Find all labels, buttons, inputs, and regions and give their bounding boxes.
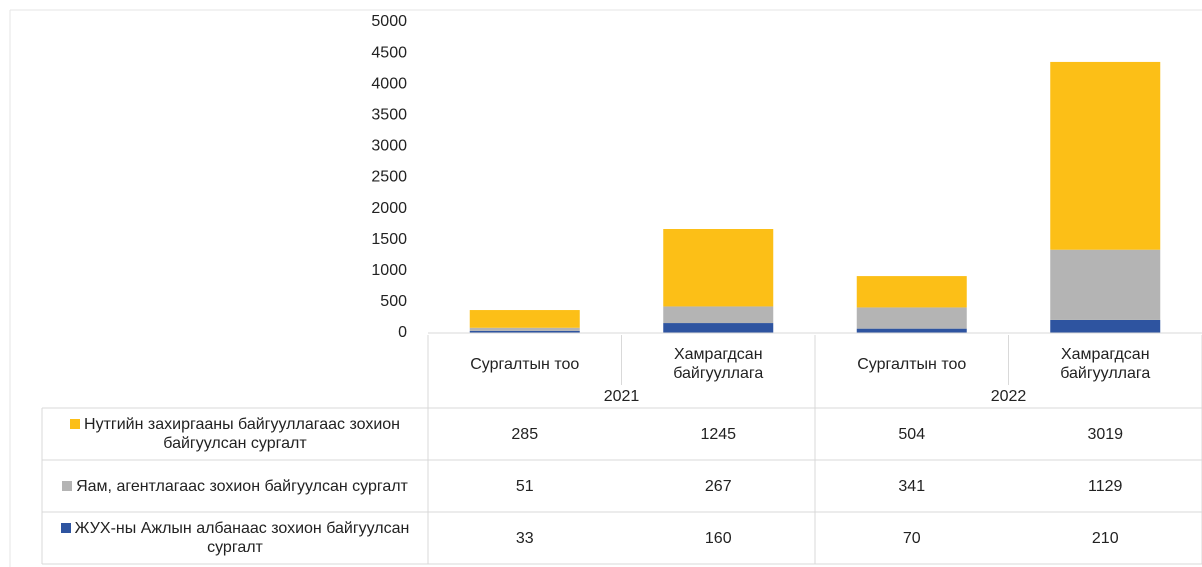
- bar-segment: [469, 310, 580, 328]
- data-table-value: 160: [704, 529, 732, 547]
- y-tick-label: 3500: [371, 107, 407, 124]
- legend-item: Яам, агентлагаас зохион байгуулсан сурга…: [62, 477, 408, 496]
- data-table-value: 341: [898, 477, 926, 495]
- y-tick-label: 2500: [371, 169, 407, 186]
- data-table-value: 504: [898, 425, 926, 443]
- bar-segment: [663, 323, 774, 333]
- x-tick-label: Хамрагдсан байгууллага: [1060, 346, 1151, 382]
- data-table-value: 210: [1091, 529, 1119, 547]
- bar-segment: [469, 330, 580, 333]
- legend-entry: Нутгийн захиргааны байгууллагаас зохион …: [42, 408, 428, 460]
- x-tick-label: Сургалтын тоо: [857, 355, 967, 373]
- data-table-value: 33: [515, 529, 534, 547]
- data-table-value: 285: [511, 425, 539, 443]
- data-table-value: 1129: [1088, 477, 1123, 495]
- legend-item: Нутгийн захиргааны байгууллагаас зохион …: [48, 415, 422, 453]
- data-table-value: 1245: [700, 425, 737, 443]
- bar-segment: [856, 328, 967, 333]
- bar-segment: [469, 327, 580, 331]
- group-label: 2021: [603, 388, 640, 405]
- legend-entry: Яам, агентлагаас зохион байгуулсан сурга…: [42, 460, 428, 512]
- legend-label: Яам, агентлагаас зохион байгуулсан сурга…: [76, 477, 408, 495]
- y-tick-label: 1000: [371, 262, 407, 279]
- y-tick-label: 5000: [371, 13, 407, 30]
- y-tick-label: 0: [398, 324, 407, 341]
- group-label: 2022: [990, 388, 1027, 405]
- legend-label: Нутгийн захиргааны байгууллагаас зохион …: [84, 416, 400, 452]
- legend-label: ЖУХ-ны Ажлын албанаас зохион байгуулсан …: [74, 520, 410, 556]
- data-table-value: 70: [902, 529, 921, 547]
- x-tick-label: Сургалтын тоо: [470, 355, 580, 373]
- data-table-value: 51: [515, 477, 534, 495]
- bar-segment: [1050, 249, 1161, 320]
- y-tick-label: 500: [380, 293, 407, 310]
- bar-segment: [663, 306, 774, 324]
- bar-segment: [663, 229, 774, 307]
- legend-entry: ЖУХ-ны Ажлын албанаас зохион байгуулсан …: [42, 512, 428, 564]
- bar-segment: [856, 276, 967, 308]
- data-table-value: 267: [704, 477, 732, 495]
- y-tick-label: 1500: [371, 231, 407, 248]
- legend-item: ЖУХ-ны Ажлын албанаас зохион байгуулсан …: [48, 519, 422, 557]
- bar-segment: [1050, 319, 1161, 333]
- y-tick-label: 4000: [371, 75, 407, 92]
- y-tick-label: 3000: [371, 138, 407, 155]
- legend-swatch: [62, 480, 73, 491]
- x-tick-label: Хамрагдсан байгууллага: [673, 346, 764, 382]
- legend-swatch: [70, 419, 81, 429]
- bar-segment: [1050, 61, 1161, 250]
- y-tick-label: 2000: [371, 200, 407, 217]
- data-table-value: 3019: [1087, 425, 1124, 443]
- y-tick-label: 4500: [371, 44, 407, 61]
- legend-swatch: [60, 523, 71, 533]
- bar-segment: [856, 307, 967, 329]
